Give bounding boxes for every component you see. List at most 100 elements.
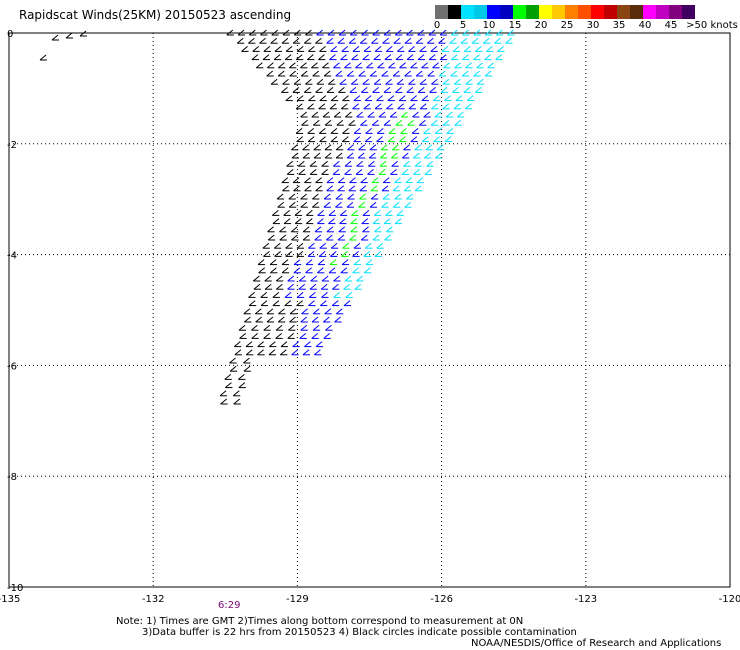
wind-barb xyxy=(330,46,338,52)
wind-barb xyxy=(233,398,241,405)
wind-barb xyxy=(460,37,468,44)
wind-barb xyxy=(300,111,308,118)
wind-barb xyxy=(352,267,360,274)
wind-barb xyxy=(340,54,348,61)
wind-barb xyxy=(324,152,333,159)
wind-barb xyxy=(335,308,344,315)
wind-barb xyxy=(294,218,303,225)
wind-barb xyxy=(330,95,339,102)
wind-barb xyxy=(285,251,293,257)
wind-barb xyxy=(362,210,370,216)
wind-barb xyxy=(382,37,390,44)
wind-barb xyxy=(298,169,306,175)
wind-barb xyxy=(442,119,450,126)
wind-barb xyxy=(281,177,289,184)
wind-barb xyxy=(441,46,449,52)
wind-barb xyxy=(342,242,350,249)
wind-barb xyxy=(65,32,73,39)
wind-barb xyxy=(281,259,290,266)
wind-barb xyxy=(318,54,326,61)
wind-barb xyxy=(446,128,454,134)
wind-barb xyxy=(390,152,399,159)
wind-barb xyxy=(475,46,483,52)
wind-barb xyxy=(334,316,342,323)
wind-barb xyxy=(349,87,357,93)
wind-barb xyxy=(263,251,271,257)
wind-barb xyxy=(404,70,412,77)
wind-barb xyxy=(328,78,336,85)
wind-barb xyxy=(431,78,439,85)
legend-swatch xyxy=(604,5,617,19)
wind-barb xyxy=(291,349,299,356)
wind-barb xyxy=(287,333,295,339)
wind-barb xyxy=(357,152,366,159)
wind-barb xyxy=(376,95,384,102)
wind-barb xyxy=(330,128,338,134)
wind-barb xyxy=(337,177,346,184)
wind-barb xyxy=(349,177,357,184)
wind-barb xyxy=(476,62,484,69)
wind-barb xyxy=(282,185,290,192)
wind-barb xyxy=(463,87,471,93)
wind-barb xyxy=(340,267,348,274)
legend-swatch xyxy=(578,5,591,19)
wind-barb xyxy=(255,308,263,315)
wind-barb xyxy=(408,103,416,110)
wind-barb xyxy=(473,29,481,36)
wind-barb xyxy=(382,177,391,184)
wind-barb xyxy=(406,87,414,93)
wind-barb xyxy=(293,185,301,192)
wind-barb xyxy=(370,193,379,200)
wind-barb xyxy=(342,95,350,102)
wind-barb xyxy=(326,226,334,233)
wind-barb xyxy=(315,185,323,192)
wind-barb xyxy=(429,87,437,93)
legend-label: 25 xyxy=(560,20,574,31)
wind-barb xyxy=(239,333,247,339)
wind-barb xyxy=(278,62,286,69)
wind-barb xyxy=(280,349,288,356)
y-tick-label: -6 xyxy=(7,361,17,372)
wind-barb xyxy=(270,78,279,85)
wind-barb xyxy=(296,242,304,249)
wind-barb xyxy=(362,226,370,233)
wind-barb xyxy=(461,70,470,77)
legend-label: 15 xyxy=(508,20,522,31)
wind-barb xyxy=(396,78,405,85)
wind-barb xyxy=(358,144,366,151)
map-title: Rapidscat Winds(25KM) 20150523 ascending xyxy=(19,8,292,22)
wind-barb xyxy=(310,275,318,282)
wind-barb xyxy=(338,29,347,36)
wind-barb xyxy=(387,95,395,102)
legend-color-bar xyxy=(435,5,735,19)
wind-barb xyxy=(286,160,294,167)
wind-barb xyxy=(289,316,297,323)
wind-barb xyxy=(308,95,316,102)
wind-barb xyxy=(338,87,346,93)
wind-barb xyxy=(308,292,317,298)
wind-barb xyxy=(288,324,296,331)
wind-barb xyxy=(403,160,411,167)
wind-barb xyxy=(327,29,335,36)
wind-barb xyxy=(309,160,317,167)
wind-barb xyxy=(419,103,428,110)
wind-barb xyxy=(484,29,493,36)
wind-barb xyxy=(317,267,325,274)
wind-barb xyxy=(383,87,392,93)
wind-barb xyxy=(367,160,376,167)
wind-barb xyxy=(394,29,403,36)
wind-barb xyxy=(229,357,237,364)
wind-barb xyxy=(243,308,251,315)
wind-barb xyxy=(275,333,283,339)
wind-barb xyxy=(401,111,409,118)
wind-barb xyxy=(287,275,295,282)
wind-barb xyxy=(473,70,481,77)
wind-barb xyxy=(430,119,439,126)
wind-barb xyxy=(432,95,441,102)
wind-barb xyxy=(406,193,414,200)
wind-barb xyxy=(376,128,385,134)
wind-barb xyxy=(322,62,330,69)
wind-barb xyxy=(341,46,349,52)
wind-barb xyxy=(414,160,423,167)
wind-barb xyxy=(369,201,378,208)
